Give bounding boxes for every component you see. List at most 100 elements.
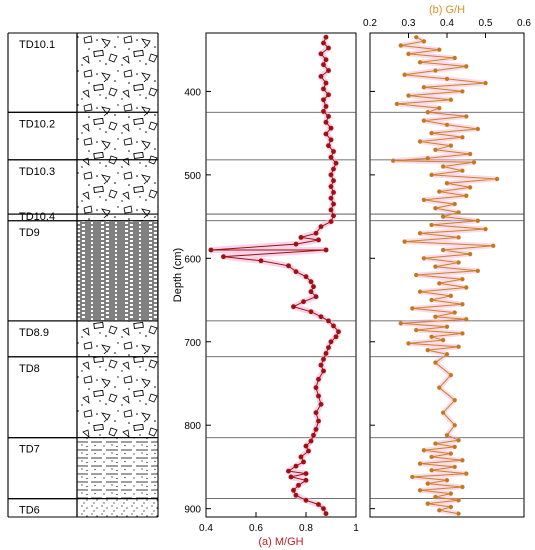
data-point-a-72	[308, 438, 314, 444]
data-point-a-86	[316, 502, 321, 507]
data-point-b-89	[433, 441, 438, 446]
data-point-b-20	[464, 114, 469, 119]
data-point-b-30	[425, 156, 430, 161]
data-point-b-6	[452, 55, 457, 61]
data-point-b-27	[448, 143, 453, 148]
lithology-pattern-8	[77, 437, 158, 499]
series-line-b	[393, 36, 498, 515]
data-point-a-42	[258, 258, 264, 264]
data-point-a-19	[328, 137, 334, 143]
data-point-a-5	[323, 57, 329, 63]
data-point-a-74	[306, 448, 311, 454]
data-point-b-84	[452, 398, 457, 403]
data-point-a-11	[326, 92, 331, 98]
data-point-b-59	[414, 272, 419, 278]
data-point-a-87	[321, 506, 326, 512]
data-point-a-22	[328, 154, 334, 160]
data-point-b-29	[468, 151, 473, 157]
data-point-b-52	[491, 243, 496, 248]
unit-label-5: TD9	[19, 227, 40, 239]
data-point-b-40	[464, 193, 469, 198]
data-point-b-31	[391, 158, 396, 163]
data-point-b-26	[417, 139, 423, 144]
b-x-tick-label-4: 0.5	[479, 18, 493, 29]
data-point-b-5	[406, 51, 411, 56]
data-point-b-91	[421, 448, 426, 453]
data-point-b-46	[475, 218, 480, 223]
data-point-a-73	[303, 443, 309, 449]
data-point-b-49	[417, 231, 423, 236]
data-point-b-51	[402, 239, 407, 244]
data-point-b-88	[456, 438, 461, 443]
data-point-b-65	[429, 297, 434, 303]
data-point-b-92	[448, 451, 453, 456]
data-point-b-109	[437, 508, 442, 513]
data-point-b-103	[417, 488, 423, 493]
data-point-a-59	[326, 345, 331, 350]
data-point-b-110	[456, 511, 461, 516]
data-point-b-57	[433, 264, 438, 269]
y-tick-label-1: 400	[184, 87, 201, 98]
data-point-b-106	[456, 498, 461, 503]
data-point-b-70	[464, 317, 469, 322]
data-point-a-20	[326, 143, 331, 149]
y-axis-label: Depth (cm)	[172, 248, 184, 302]
data-point-b-82	[448, 373, 453, 378]
data-point-b-19	[425, 110, 430, 115]
data-point-b-90	[452, 444, 457, 450]
data-point-a-41	[221, 254, 226, 260]
panel-b-gh: 0.2 0.3 0.4 0.5 0.6 (b) G/H	[363, 4, 531, 518]
data-point-a-13	[323, 104, 329, 109]
data-point-a-52	[308, 309, 314, 315]
panel-a-mgh: 400 500 600 700 800 900 0.4 0.6 0.8 1 (a) M/GH Dept…	[172, 32, 359, 548]
data-point-a-30	[331, 201, 336, 207]
data-point-b-2	[421, 39, 426, 44]
data-point-a-32	[331, 213, 336, 219]
data-point-a-12	[321, 97, 326, 103]
data-point-a-24	[331, 166, 336, 172]
data-point-a-68	[313, 410, 319, 416]
data-point-a-70	[313, 426, 319, 432]
data-point-a-15	[326, 114, 331, 119]
data-point-b-44	[456, 210, 461, 215]
unit-label-6: TD8.9	[19, 327, 49, 339]
data-point-a-56	[336, 329, 341, 335]
data-point-a-26	[331, 178, 336, 184]
unit-label-4: TD10.4	[19, 211, 55, 223]
data-point-b-85	[441, 410, 446, 415]
stratigraphic-column: TD10.1 TD10.2 TD10.3 TD10.4 TD9 TD8.9 TD8 TD7 TD…	[7, 32, 159, 518]
data-point-b-81	[433, 360, 438, 365]
data-point-a-28	[331, 189, 336, 195]
data-point-b-86	[452, 423, 457, 428]
data-point-a-66	[316, 393, 321, 399]
data-point-b-101	[425, 481, 430, 486]
data-point-a-17	[328, 125, 334, 131]
data-point-a-37	[316, 237, 321, 243]
data-point-a-25	[328, 172, 334, 178]
data-point-b-24	[429, 131, 434, 136]
data-point-a-51	[291, 304, 296, 310]
data-point-b-42	[452, 201, 457, 207]
data-point-a-67	[318, 401, 324, 407]
data-point-b-97	[429, 468, 434, 473]
data-point-a-23	[333, 160, 339, 166]
data-point-a-10	[321, 86, 326, 92]
data-point-b-75	[429, 334, 434, 339]
unit-label-1: TD10.1	[19, 39, 55, 51]
unit-label-3: TD10.3	[19, 166, 55, 178]
a-x-tick-label-3: 0.8	[299, 523, 313, 534]
data-point-a-65	[313, 385, 319, 391]
data-point-b-41	[421, 197, 426, 202]
a-x-tick-label-2: 0.6	[249, 523, 263, 534]
data-point-a-39	[208, 247, 214, 253]
lithology-pattern-3	[77, 159, 158, 215]
data-point-a-8	[318, 73, 324, 79]
data-point-b-48	[483, 227, 488, 232]
data-point-a-60	[323, 351, 329, 356]
data-point-a-27	[328, 184, 334, 189]
data-point-a-35	[313, 230, 319, 236]
data-point-b-7	[417, 60, 423, 65]
data-point-b-8	[464, 64, 469, 69]
data-point-b-9	[433, 68, 438, 73]
data-point-b-1	[414, 35, 419, 40]
